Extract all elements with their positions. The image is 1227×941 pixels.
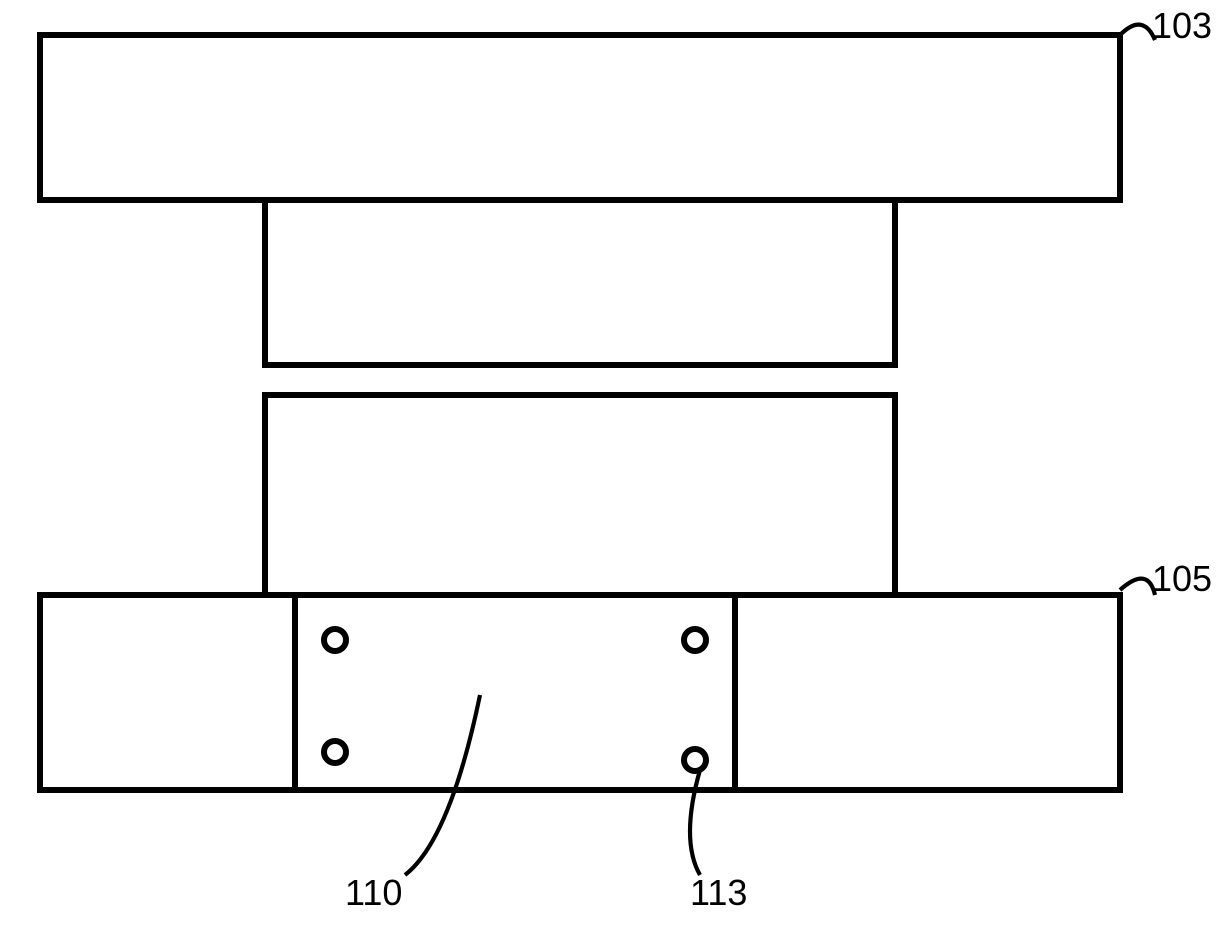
callout-label-113: 113 <box>690 872 747 914</box>
mechanical-diagram <box>0 0 1227 941</box>
top-neck <box>265 200 895 365</box>
bolt-hole-1 <box>684 629 706 651</box>
bolt-hole-2 <box>324 741 346 763</box>
top-plate <box>40 35 1120 200</box>
bolt-hole-3 <box>684 749 706 771</box>
bolt-hole-0 <box>324 629 346 651</box>
bottom-neck <box>265 395 895 595</box>
callout-leader-113 <box>690 770 700 875</box>
callout-leader-110 <box>405 695 480 875</box>
callout-label-110: 110 <box>345 872 402 914</box>
callout-leader-105 <box>1120 579 1155 595</box>
bottom-plate <box>40 595 1120 790</box>
callout-label-103: 103 <box>1152 5 1212 47</box>
callout-leader-103 <box>1120 25 1155 40</box>
callout-label-105: 105 <box>1152 558 1212 600</box>
